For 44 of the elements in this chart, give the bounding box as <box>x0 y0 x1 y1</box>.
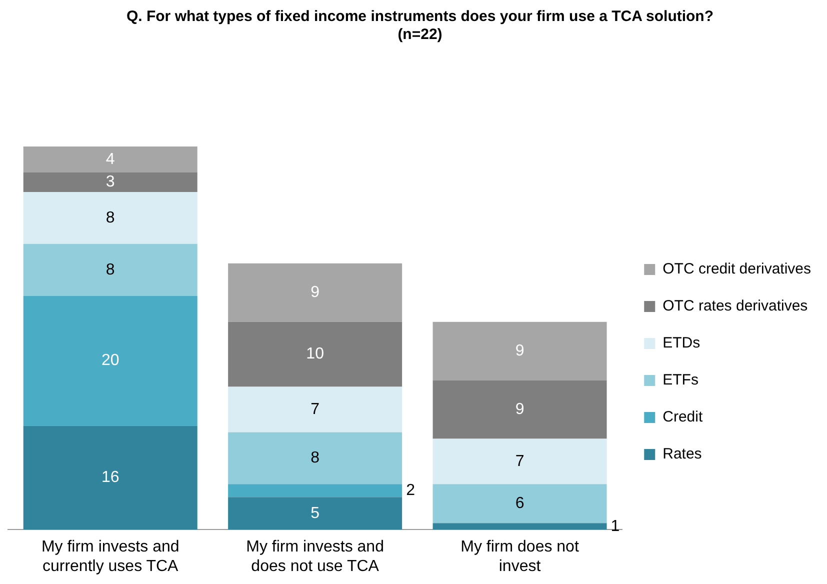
x-tick-label: My firm invests and currently uses TCA <box>41 538 180 575</box>
bar <box>228 484 402 498</box>
data-label: 10 <box>306 346 324 363</box>
data-label: 20 <box>101 352 120 370</box>
legend-label: OTC credit derivatives <box>662 260 811 278</box>
data-label: 6 <box>515 495 524 512</box>
bar <box>432 484 607 524</box>
data-label: 7 <box>515 452 524 470</box>
bar <box>432 322 607 380</box>
legend-label: ETDs <box>662 334 700 352</box>
bar <box>228 497 402 530</box>
data-label: 1 <box>610 518 620 535</box>
bar <box>228 432 402 484</box>
bar <box>23 244 198 296</box>
data-label: 2 <box>406 482 416 500</box>
bar <box>432 523 607 530</box>
bar <box>432 380 607 439</box>
data-label: 9 <box>310 284 320 301</box>
chart-title: Q. For what types of fixed income instruments does your firm use a TCA solution? (n=22) <box>125 8 715 44</box>
data-label: 16 <box>101 469 120 486</box>
data-label: 8 <box>106 261 115 278</box>
bar <box>228 386 402 432</box>
bar <box>23 192 198 244</box>
data-label: 4 <box>106 150 115 168</box>
legend-label: OTC rates derivatives <box>662 298 808 315</box>
legend-label: Credit <box>662 408 704 426</box>
legend-label: Rates <box>662 446 702 463</box>
bar <box>23 146 198 172</box>
data-label: 5 <box>310 504 320 522</box>
data-label: 3 <box>106 174 115 191</box>
x-tick-label: My firm does not invest <box>460 538 580 575</box>
bar <box>228 322 402 387</box>
data-label: 9 <box>515 342 524 360</box>
data-label: 9 <box>515 400 524 418</box>
bar <box>23 426 198 530</box>
x-tick-label: My firm invests and does not use TCA <box>246 538 384 575</box>
bar <box>23 172 198 192</box>
legend-label: ETFs <box>662 372 698 389</box>
bar <box>23 296 198 426</box>
data-label: 8 <box>310 450 320 467</box>
bar <box>228 263 402 322</box>
data-label: 7 <box>310 400 320 418</box>
bar <box>432 438 607 484</box>
data-label: 8 <box>106 209 115 226</box>
